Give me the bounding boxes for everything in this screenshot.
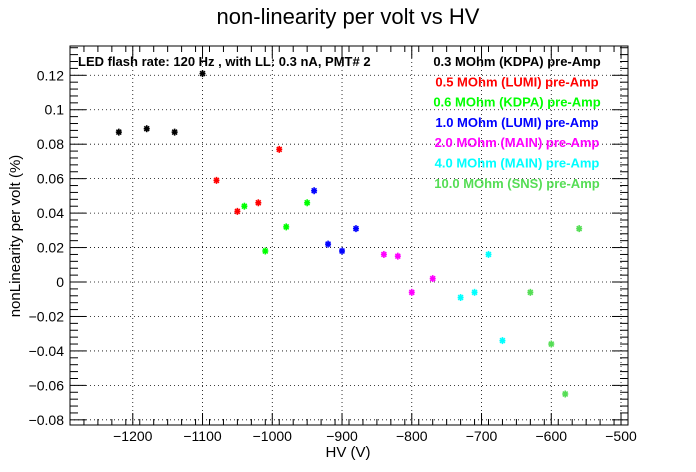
x-tick-label: −900	[326, 428, 358, 444]
y-tick-label: −0.04	[29, 343, 65, 359]
y-tick-label: 0.06	[37, 171, 64, 187]
data-point	[171, 128, 178, 136]
y-tick-label: 0	[56, 274, 64, 290]
data-point	[429, 275, 436, 283]
legend: 0.3 MOhm (KDPA) pre-Amp 0.5 MOhm (LUMI) p…	[433, 54, 600, 191]
data-point	[234, 207, 241, 215]
data-point	[485, 250, 492, 258]
legend-entry: 0.3 MOhm (KDPA) pre-Amp	[433, 54, 600, 69]
x-tick-label: −1000	[253, 428, 293, 444]
data-point	[527, 288, 534, 296]
legend-entry: 0.5 MOhm (LUMI) pre-Amp	[435, 74, 598, 89]
data-point	[394, 252, 401, 260]
y-tick-label: 0.08	[37, 136, 64, 152]
chart-title: non-linearity per volt vs HV	[216, 4, 480, 29]
data-point	[262, 247, 269, 255]
data-point	[562, 390, 569, 398]
legend-entry: 0.6 MOhm (KDPA) pre-Amp	[433, 95, 600, 110]
data-point	[276, 145, 283, 153]
data-point	[457, 294, 464, 302]
data-point-layer	[115, 70, 583, 398]
tick-label-layer: −1200 −1100 −1000 −900 −800 −700 −600 −500 −0.08…	[29, 67, 637, 444]
data-point	[380, 250, 387, 258]
data-point	[213, 176, 220, 184]
data-point	[241, 202, 248, 210]
data-point	[471, 288, 478, 296]
data-point	[199, 70, 206, 78]
data-point	[255, 199, 262, 207]
data-point	[499, 337, 506, 345]
y-tick-label: −0.08	[29, 412, 65, 428]
data-point	[548, 340, 555, 348]
tick-layer	[69, 46, 629, 425]
y-axis-label: nonLinearity per volt (%)	[7, 155, 24, 318]
y-tick-label: 0.04	[37, 205, 64, 221]
data-point	[576, 225, 583, 233]
legend-entry: 10.0 MOhm (SNS) pre-Amp	[434, 176, 599, 191]
x-tick-label: −1100	[183, 428, 221, 444]
y-tick-label: 0.02	[37, 240, 64, 256]
grid-layer	[70, 46, 628, 425]
data-point	[283, 223, 290, 231]
y-tick-label: 0.12	[37, 67, 64, 83]
legend-entry: 1.0 MOhm (LUMI) pre-Amp	[435, 115, 598, 130]
y-tick-label: −0.02	[29, 308, 65, 324]
data-point	[115, 128, 122, 136]
x-axis-label: HV (V)	[326, 444, 371, 461]
x-tick-label: −1200	[113, 428, 153, 444]
x-tick-label: −800	[396, 428, 428, 444]
x-tick-label: −700	[466, 428, 498, 444]
data-point	[339, 247, 346, 255]
x-tick-label: −600	[536, 428, 568, 444]
annotation-text: LED flash rate: 120 Hz , with LL: 0.3 nA…	[78, 54, 371, 69]
x-tick-label: −500	[605, 428, 637, 444]
legend-entry: 2.0 MOhm (MAIN) pre-Amp	[435, 135, 600, 150]
data-point	[311, 187, 318, 195]
data-point	[408, 288, 415, 296]
data-point	[352, 225, 359, 233]
data-point	[325, 240, 332, 248]
data-point	[143, 125, 150, 133]
data-point	[304, 199, 311, 207]
y-tick-label: −0.06	[29, 377, 65, 393]
y-tick-label: 0.1	[45, 102, 65, 118]
legend-entry: 4.0 MOhm (MAIN) pre-Amp	[435, 156, 600, 171]
plot-frame	[69, 45, 629, 426]
